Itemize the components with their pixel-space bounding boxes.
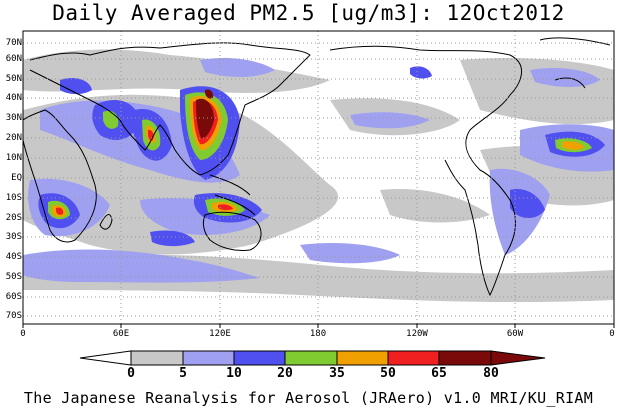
colorbar-segment	[182, 350, 235, 366]
lat-label: 70S	[5, 311, 22, 321]
credit-text: The Japanese Reanalysis for Aerosol (JRA…	[23, 389, 594, 407]
axis-ticks	[22, 324, 615, 328]
colorbar-segment	[130, 350, 184, 366]
colorbar-label: 65	[431, 366, 447, 381]
colorbar-label: 10	[226, 366, 242, 381]
colorbar-segment	[233, 350, 286, 366]
lon-label: 120E	[209, 329, 231, 339]
map-title: Daily Averaged PM2.5 [ug/m3]: 12Oct2012	[52, 1, 565, 25]
concentration-field	[23, 31, 614, 324]
lat-label: 40N	[5, 93, 22, 103]
band-80-plus	[196, 89, 214, 139]
colorbar-segment	[336, 350, 389, 366]
colorbar-label: 50	[380, 366, 396, 381]
lat-label: 10N	[5, 153, 22, 163]
lat-label: 20N	[5, 133, 22, 143]
colorbar-label: 0	[127, 366, 135, 381]
lon-label: 0	[609, 329, 615, 339]
lon-label: 0	[20, 329, 26, 339]
lon-label: 180	[309, 329, 327, 339]
lat-label: 60S	[5, 292, 22, 302]
colorbar	[79, 350, 546, 366]
lat-label: 60N	[5, 54, 22, 64]
lat-label: 10S	[5, 193, 22, 203]
lat-label: 50N	[5, 74, 22, 84]
lat-label: 40S	[5, 252, 22, 262]
colorbar-label: 20	[277, 366, 293, 381]
lat-label: 20S	[5, 213, 22, 223]
lon-label: 120W	[406, 329, 428, 339]
colorbar-segment	[79, 350, 132, 366]
lat-label: 30S	[5, 232, 22, 242]
lon-label: 60E	[112, 329, 130, 339]
lat-label: 50S	[5, 272, 22, 282]
colorbar-label: 80	[483, 366, 499, 381]
lat-label: EQ	[11, 173, 22, 183]
colorbar-label: 35	[329, 366, 345, 381]
colorbar-label: 5	[179, 366, 187, 381]
colorbar-segment	[438, 350, 492, 366]
graticule	[23, 31, 614, 324]
colorbar-segment	[490, 350, 546, 366]
lat-label: 30N	[5, 113, 22, 123]
colorbar-segment	[387, 350, 440, 366]
lat-label: 70N	[5, 38, 22, 48]
lon-label: 60W	[506, 329, 524, 339]
colorbar-segment	[284, 350, 338, 366]
